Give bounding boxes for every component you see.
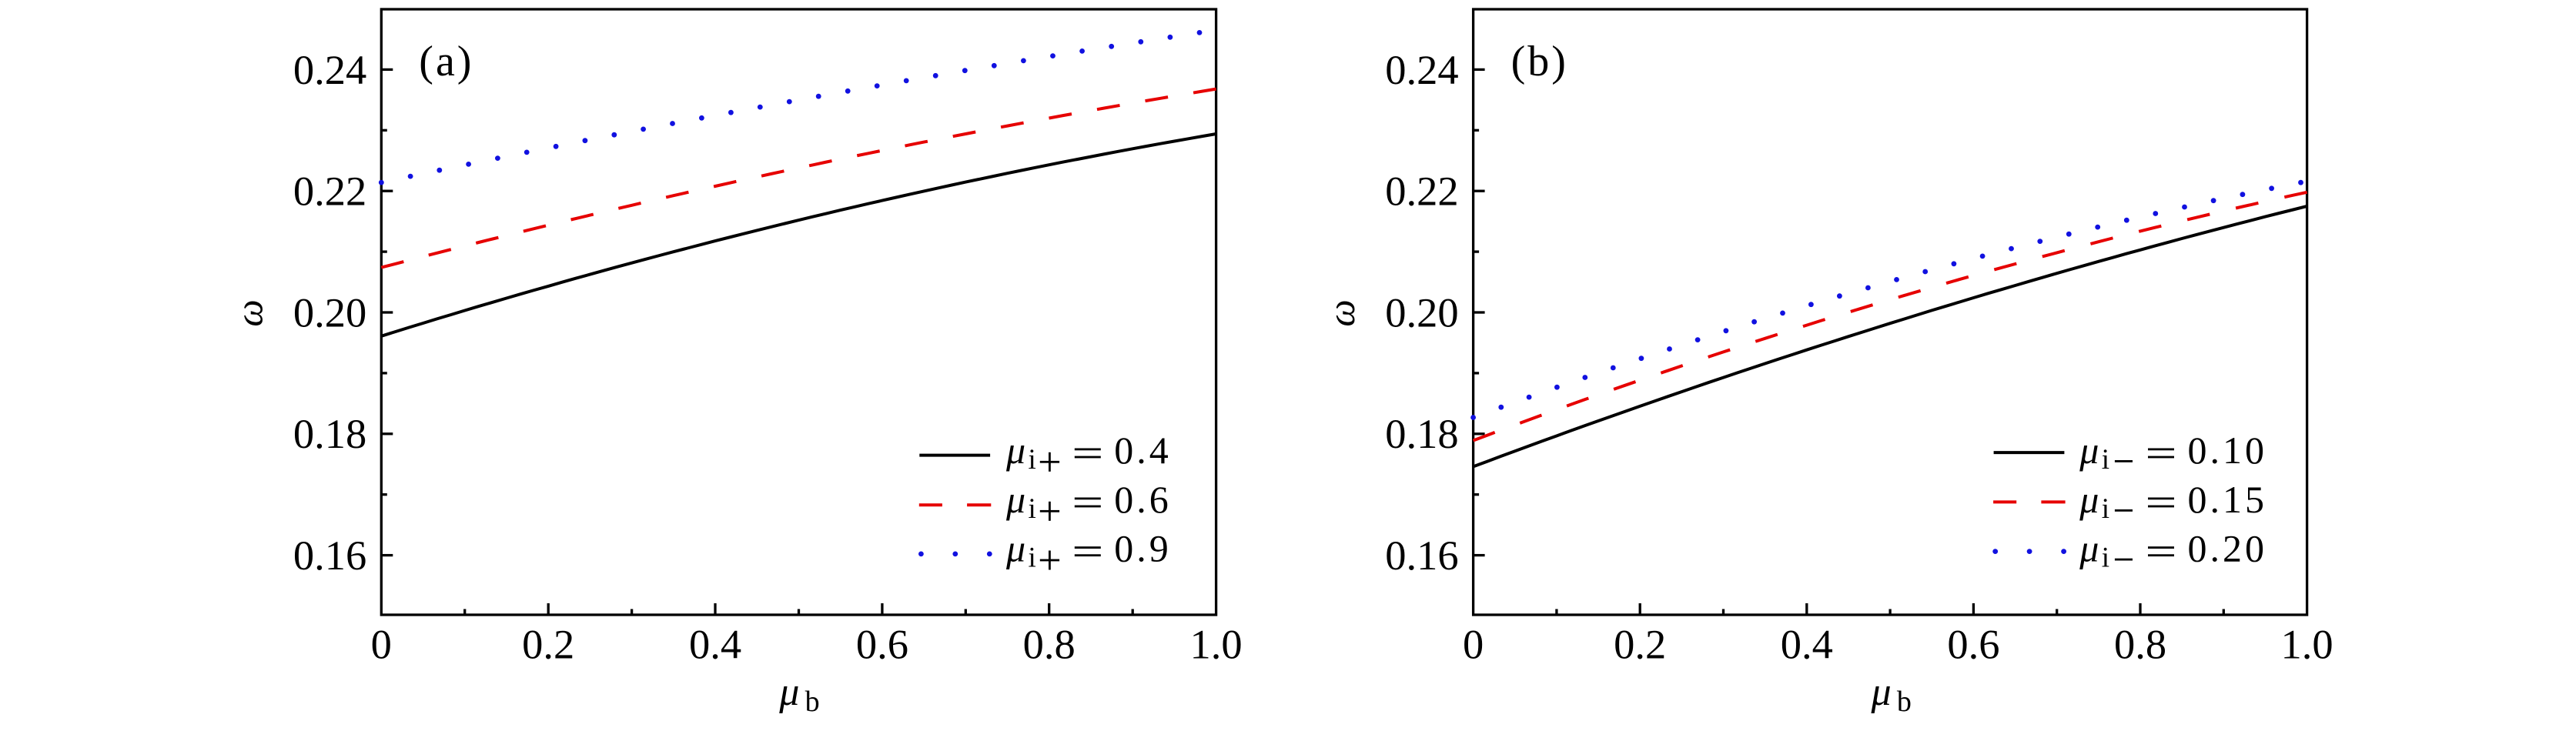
svg-text:i: i [1029,542,1036,574]
svg-text:0.20: 0.20 [2188,527,2268,570]
svg-text:0.6: 0.6 [1947,620,1999,667]
svg-text:b: b [1897,686,1912,718]
svg-text:0.24: 0.24 [293,46,366,93]
svg-text:i: i [2102,493,2109,525]
svg-text:1.0: 1.0 [1190,620,1243,667]
svg-text:μ: μ [778,670,799,714]
svg-text:0.2: 0.2 [1614,620,1666,667]
svg-text:ω: ω [1320,299,1363,326]
svg-text:0.16: 0.16 [293,532,366,579]
svg-text:i: i [2102,542,2109,574]
svg-text:0.22: 0.22 [293,168,366,215]
svg-text:μ: μ [1871,670,1892,714]
svg-text:i: i [2102,444,2109,476]
svg-text:0.8: 0.8 [2114,620,2166,667]
svg-text:0.20: 0.20 [1385,289,1458,335]
svg-text:0.22: 0.22 [1385,168,1458,215]
svg-text:μ: μ [2079,527,2099,570]
svg-text:0: 0 [1463,620,1484,667]
svg-text:μ: μ [1005,527,1025,570]
svg-text:0.16: 0.16 [1385,532,1458,579]
svg-text:1.0: 1.0 [2281,620,2333,667]
svg-text:μ: μ [1005,478,1025,521]
svg-text:0: 0 [371,620,392,667]
svg-text:b: b [805,686,820,718]
svg-text:μ: μ [2079,429,2099,472]
svg-text:i: i [1029,444,1036,476]
svg-text:0.4: 0.4 [1114,429,1172,472]
svg-text:(b): (b) [1511,38,1568,85]
svg-text:0.6: 0.6 [1114,478,1172,521]
svg-text:0.8: 0.8 [1023,620,1076,667]
svg-text:0.4: 0.4 [1781,620,1833,667]
svg-text:0.20: 0.20 [293,289,366,335]
svg-text:μ: μ [2079,478,2099,521]
svg-text:0.18: 0.18 [293,410,366,457]
svg-text:0.2: 0.2 [522,620,574,667]
svg-text:0.15: 0.15 [2188,478,2268,521]
svg-text:0.18: 0.18 [1385,410,1458,457]
svg-text:0.6: 0.6 [856,620,908,667]
svg-text:0.4: 0.4 [689,620,741,667]
svg-text:μ: μ [1005,429,1025,472]
svg-text:i: i [1029,493,1036,525]
svg-text:0.10: 0.10 [2188,429,2268,472]
svg-text:(a): (a) [419,38,473,85]
svg-text:0.9: 0.9 [1114,527,1172,570]
svg-text:0.24: 0.24 [1385,46,1458,93]
svg-text:ω: ω [228,299,271,326]
